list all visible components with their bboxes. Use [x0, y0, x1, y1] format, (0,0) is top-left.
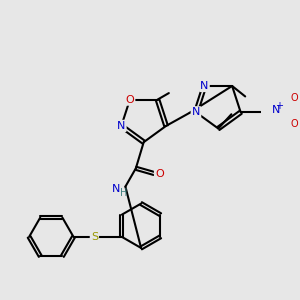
- Text: S: S: [91, 232, 98, 242]
- Text: O: O: [290, 119, 298, 129]
- Text: N: N: [192, 107, 200, 117]
- Text: N: N: [117, 121, 125, 131]
- Text: N: N: [272, 105, 280, 115]
- Text: +: +: [274, 101, 283, 111]
- Text: O: O: [125, 94, 134, 105]
- Text: O: O: [290, 93, 298, 103]
- Text: N: N: [200, 81, 209, 91]
- Text: N: N: [112, 184, 121, 194]
- Text: O: O: [155, 169, 164, 178]
- Text: H: H: [120, 188, 128, 198]
